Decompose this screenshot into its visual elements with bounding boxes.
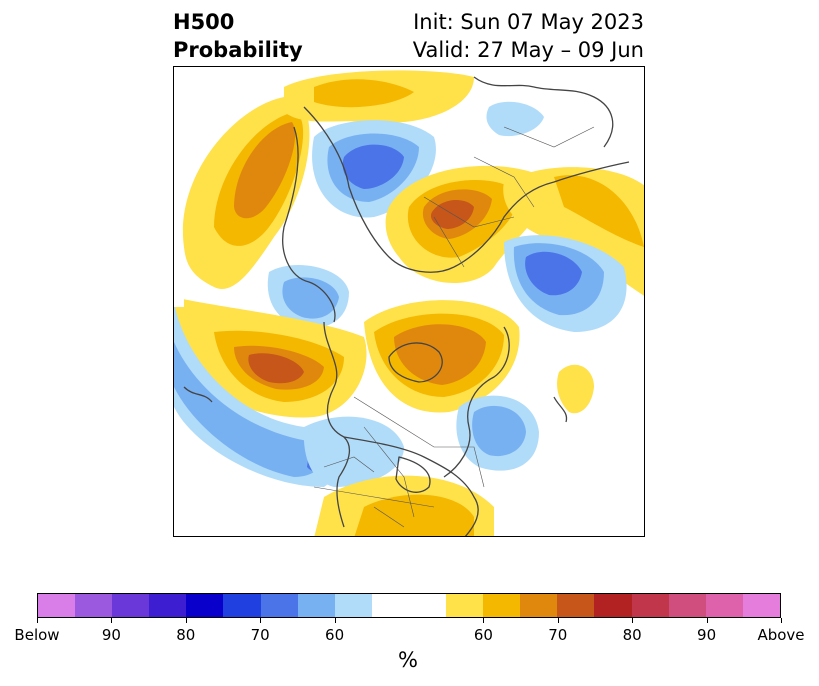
above-region-arctic-top-65 — [314, 79, 414, 108]
colorbar-swatch — [334, 594, 372, 617]
colorbar-swatch — [557, 594, 595, 617]
colorbar-tick-label: 60 — [325, 626, 345, 644]
map-panel — [173, 66, 645, 537]
colorbar-swatch — [297, 594, 335, 617]
valid-period: Valid: 27 May – 09 Jun — [412, 38, 644, 62]
below-region-west-small — [174, 292, 184, 307]
title-left: H500 Probability — [173, 8, 303, 64]
colorbar-swatch — [483, 594, 521, 617]
colorbar-tick-mark — [706, 618, 708, 623]
title-product: Probability — [173, 38, 303, 62]
colorbar-swatch — [149, 594, 187, 617]
colorbar-swatch — [408, 594, 447, 617]
colorbar-tick-label: 80 — [176, 626, 196, 644]
below-region-canada — [303, 416, 404, 487]
colorbar-swatch — [705, 594, 743, 617]
coastlines — [183, 76, 630, 536]
colorbar-swatch — [186, 594, 224, 617]
colorbar-swatch — [223, 594, 261, 617]
colorbar-swatch — [260, 594, 298, 617]
probability-map — [174, 70, 644, 536]
country-borders — [313, 126, 595, 528]
below-region-east-pacific-65 — [174, 342, 325, 477]
colorbar-tick-mark — [185, 618, 187, 623]
colorbar-swatch — [371, 594, 409, 617]
below-region-greenland-70 — [525, 251, 582, 296]
below-region-atlantic-65 — [472, 405, 526, 457]
colorbar-unit: % — [398, 648, 418, 672]
colorbar-swatch — [446, 594, 484, 617]
above-region-atlantic-small — [557, 364, 594, 414]
above-region-pacific-70 — [234, 122, 296, 219]
colorbar-swatch — [742, 594, 780, 617]
title-variable: H500 — [173, 10, 235, 34]
colorbar-tick-mark — [37, 618, 38, 623]
below-region-north-small — [486, 101, 544, 137]
colorbar-swatch — [75, 594, 113, 617]
colorbar-tick-mark — [632, 618, 634, 623]
title-right: Init: Sun 07 May 2023 Valid: 27 May – 09… — [413, 8, 644, 64]
colorbar-tick-label: 90 — [101, 626, 121, 644]
colorbar — [37, 593, 781, 618]
colorbar-swatch — [631, 594, 669, 617]
above-region-europe-75 — [430, 200, 474, 229]
colorbar-tick-mark — [781, 618, 782, 623]
colorbar-tick-mark — [334, 618, 336, 623]
above-region-east-65 — [554, 175, 644, 247]
colorbar-tick-mark — [260, 618, 262, 623]
below-region-kamchatka-65 — [282, 277, 339, 319]
colorbar-tick-mark — [111, 618, 113, 623]
above-region-southeast-65 — [354, 494, 474, 536]
colorbar-tick-label: Below — [14, 626, 60, 644]
above-region-central-pacific-75 — [248, 353, 304, 384]
colorbar-tick-label: 70 — [548, 626, 568, 644]
init-date: Init: Sun 07 May 2023 — [413, 10, 644, 34]
colorbar-tick-label: 60 — [473, 626, 493, 644]
colorbar-swatch — [668, 594, 706, 617]
colorbar-tick-label: 90 — [697, 626, 717, 644]
colorbar-tick-label: Above — [757, 626, 805, 644]
colorbar-swatch — [520, 594, 558, 617]
colorbar-swatch — [112, 594, 150, 617]
colorbar-tick-label: 80 — [622, 626, 642, 644]
colorbar-tick-label: 70 — [250, 626, 270, 644]
colorbar-tick-mark — [483, 618, 485, 623]
below-region-siberia-70 — [342, 144, 404, 189]
colorbar-swatch — [594, 594, 632, 617]
colorbar-swatch — [38, 594, 76, 617]
colorbar-tick-mark — [557, 618, 559, 623]
